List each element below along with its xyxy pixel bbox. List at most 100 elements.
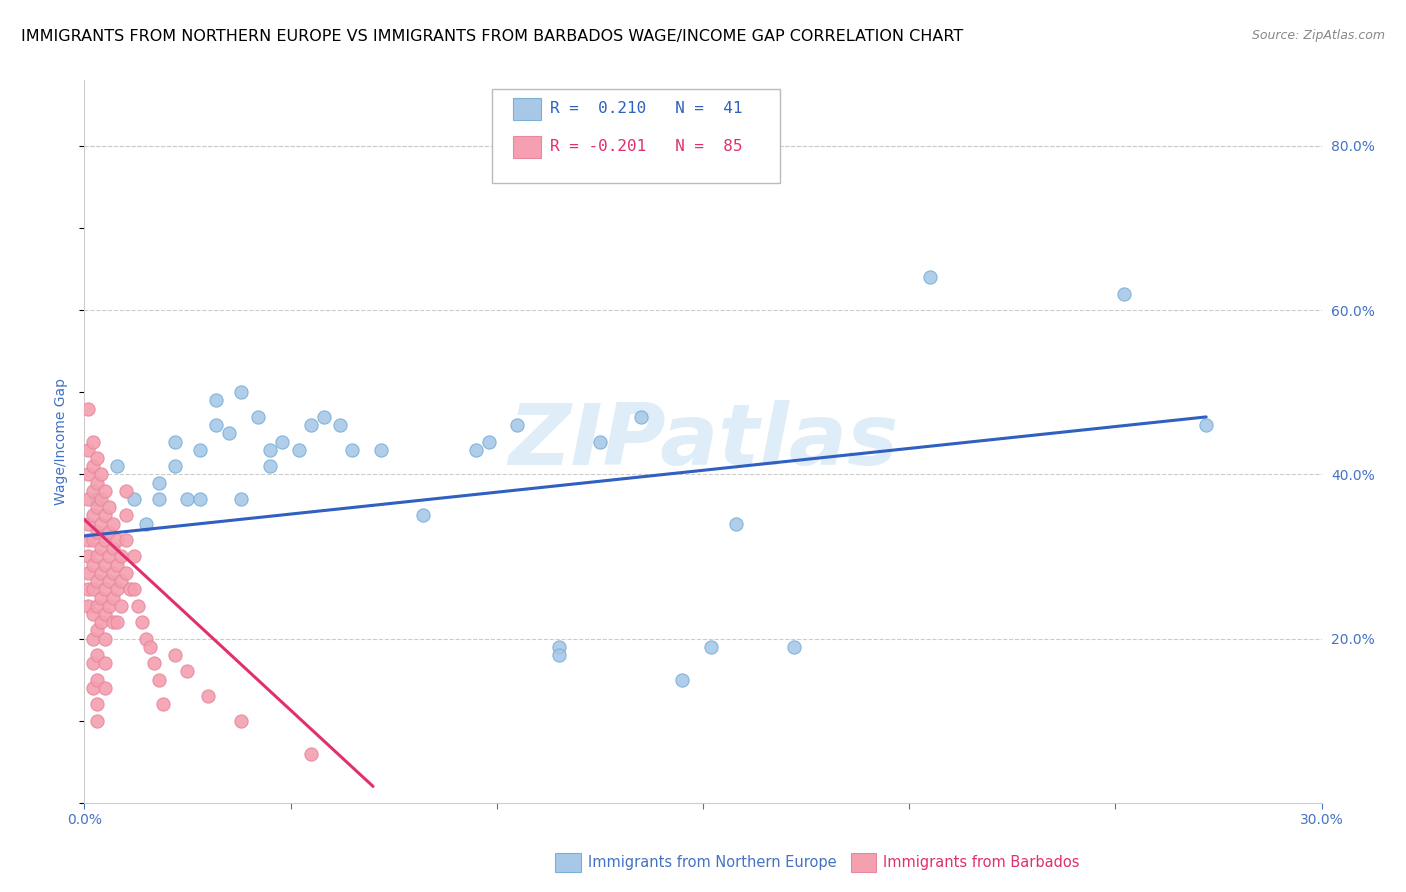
Point [148, 491, 170, 506]
Point [114, 483, 136, 498]
Point [105, 582, 128, 597]
Point [103, 541, 125, 556]
Text: Source: ZipAtlas.com: Source: ZipAtlas.com [1251, 29, 1385, 42]
Point [152, 698, 174, 712]
Point [122, 491, 145, 506]
Point [77, 549, 100, 564]
Point [86, 475, 108, 490]
Point [77, 491, 100, 506]
Text: R =  0.210   N =  41: R = 0.210 N = 41 [550, 102, 742, 116]
Point [82, 508, 104, 523]
Point [630, 409, 652, 424]
Point [82, 681, 104, 695]
Point [506, 418, 529, 433]
Point [118, 582, 141, 597]
Point [299, 747, 322, 761]
Point [412, 508, 434, 523]
Point [94, 657, 117, 671]
Point [82, 459, 104, 474]
Point [94, 533, 117, 547]
Point [86, 500, 108, 515]
Point [105, 558, 128, 572]
Point [94, 681, 117, 695]
Point [122, 582, 145, 597]
Point [477, 434, 499, 449]
Point [114, 566, 136, 580]
Point [110, 549, 132, 564]
Point [135, 632, 157, 646]
Point [131, 615, 153, 630]
Point [103, 516, 125, 531]
Point [86, 574, 108, 588]
Point [82, 558, 104, 572]
Point [86, 624, 108, 638]
Point [547, 648, 569, 662]
Point [105, 459, 128, 474]
Point [122, 549, 145, 564]
Point [98, 500, 121, 515]
Point [188, 491, 211, 506]
Point [86, 491, 108, 506]
Point [165, 648, 187, 662]
Point [246, 409, 269, 424]
Point [86, 673, 108, 687]
Point [370, 442, 392, 457]
Point [94, 632, 117, 646]
Point [197, 689, 219, 703]
Text: R = -0.201   N =  85: R = -0.201 N = 85 [550, 139, 742, 153]
Point [671, 673, 693, 687]
Point [94, 558, 117, 572]
Point [165, 459, 187, 474]
Point [288, 442, 311, 457]
Point [77, 467, 100, 482]
Point [547, 640, 569, 654]
Text: IMMIGRANTS FROM NORTHERN EUROPE VS IMMIGRANTS FROM BARBADOS WAGE/INCOME GAP CORR: IMMIGRANTS FROM NORTHERN EUROPE VS IMMIG… [21, 29, 963, 44]
Point [77, 516, 100, 531]
Point [205, 393, 228, 408]
Point [589, 434, 612, 449]
Point [103, 591, 125, 605]
Point [98, 599, 121, 613]
Point [1195, 418, 1218, 433]
Point [82, 582, 104, 597]
Point [86, 599, 108, 613]
Point [90, 467, 112, 482]
Point [114, 508, 136, 523]
Point [205, 418, 228, 433]
Point [98, 524, 121, 539]
Point [918, 270, 941, 285]
Point [139, 640, 162, 654]
Point [103, 615, 125, 630]
Point [783, 640, 806, 654]
Point [143, 657, 166, 671]
Point [103, 566, 125, 580]
Point [105, 533, 128, 547]
Point [148, 673, 170, 687]
Point [700, 640, 723, 654]
Point [77, 582, 100, 597]
Point [82, 533, 104, 547]
Point [94, 607, 117, 621]
Point [1112, 286, 1135, 301]
Point [82, 483, 104, 498]
Text: Immigrants from Northern Europe: Immigrants from Northern Europe [588, 855, 837, 870]
Point [77, 442, 100, 457]
Point [90, 566, 112, 580]
Point [724, 516, 747, 531]
Point [229, 491, 252, 506]
Point [110, 599, 132, 613]
Point [271, 434, 294, 449]
Point [229, 714, 252, 728]
Point [94, 582, 117, 597]
Point [86, 524, 108, 539]
Point [90, 591, 112, 605]
Y-axis label: Wage/Income Gap: Wage/Income Gap [55, 378, 69, 505]
Point [77, 533, 100, 547]
Point [77, 566, 100, 580]
Point [90, 491, 112, 506]
Point [135, 516, 157, 531]
Point [165, 434, 187, 449]
Point [259, 442, 281, 457]
Point [90, 541, 112, 556]
Point [312, 409, 335, 424]
